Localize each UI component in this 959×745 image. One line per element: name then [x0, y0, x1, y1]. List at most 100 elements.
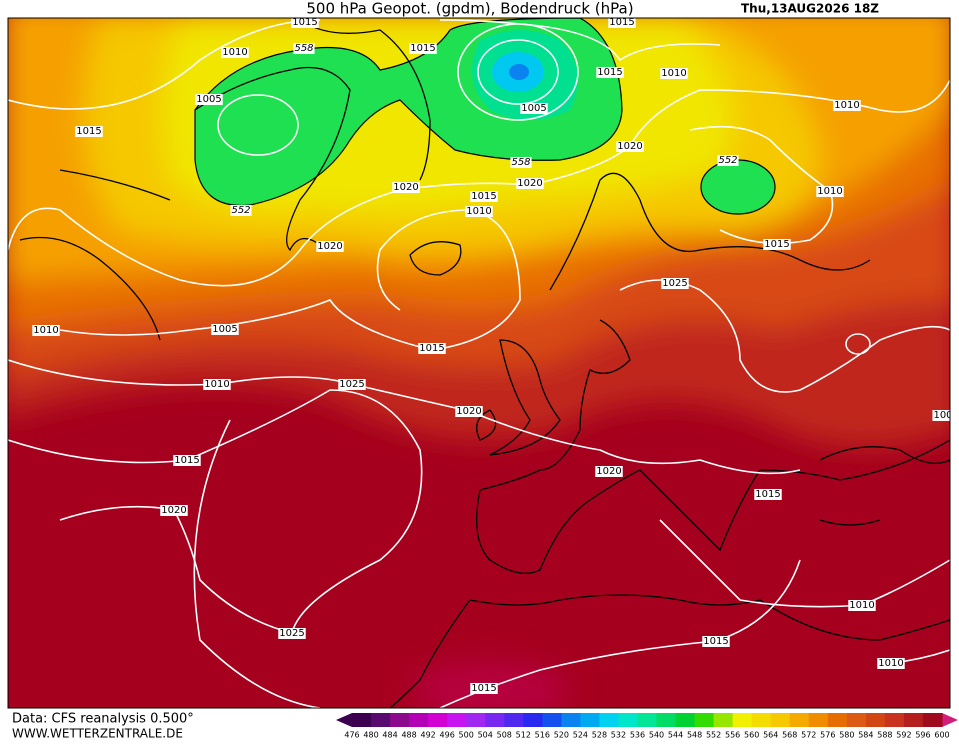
legend-tick-label: 520 [554, 731, 569, 740]
label-box [702, 636, 730, 647]
legend-tick-label: 480 [363, 731, 378, 740]
legend-tick-label: 484 [382, 731, 397, 740]
map-frame [7, 17, 951, 709]
isobar-label: 1010 [878, 658, 903, 669]
legend-swatch [428, 713, 448, 727]
label-box [816, 186, 844, 197]
legend-swatch [751, 713, 772, 727]
label-box [616, 141, 644, 152]
legend-tick-label: 544 [668, 731, 683, 740]
legend-tick-label: 524 [573, 731, 588, 740]
isobar-label: 1010 [849, 600, 874, 611]
legend-tick-label: 512 [516, 731, 531, 740]
legend-tick-label: 584 [858, 731, 873, 740]
label-box [211, 324, 239, 335]
isobar-label: 1020 [617, 141, 642, 152]
legend-tick-label: 568 [782, 731, 797, 740]
isobar-label: 1010 [466, 206, 491, 217]
contour-labels: 1015 558 1015 1015 1010 1005 1015 1005 1… [32, 17, 952, 694]
label-box [470, 683, 498, 694]
height-label: 558 [294, 43, 313, 54]
label-box [877, 658, 905, 669]
isobar-label: 1025 [339, 379, 364, 390]
label-box [173, 455, 201, 466]
isobar-label: 1015 [292, 17, 317, 28]
label-box [160, 505, 188, 516]
isobar-label: 1025 [279, 628, 304, 639]
isobar-label: 100 [933, 410, 952, 421]
label-box [465, 206, 493, 217]
color-legend: 476 480 484 488 492 496 500 504 508 512 516 520 524 5… [336, 713, 958, 740]
label-box [608, 18, 636, 28]
label-box [848, 600, 876, 611]
label-box [833, 100, 861, 111]
map-area: 1015 558 1015 1015 1010 1005 1015 1005 1… [8, 17, 952, 708]
legend-swatch [523, 713, 543, 727]
label-box [596, 67, 624, 78]
label-box [278, 628, 306, 639]
legend-tick-label: 528 [592, 731, 607, 740]
legend-swatch [694, 713, 715, 727]
legend-swatch [618, 713, 638, 727]
isobar-label: 1010 [222, 47, 247, 58]
legend-swatch [903, 713, 924, 727]
legend-tick-label: 548 [687, 731, 702, 740]
isobars [8, 19, 950, 708]
legend-tick-label: 600 [934, 731, 949, 740]
legend-swatch [599, 713, 619, 727]
legend-swatch [675, 713, 696, 727]
isobar-label: 1005 [212, 324, 237, 335]
legend-low-arrow [336, 713, 352, 727]
isobar-label: 1020 [161, 505, 186, 516]
isobar-label: 1015 [609, 17, 634, 28]
label-box [338, 379, 366, 390]
legend-swatch [789, 713, 810, 727]
label-box [763, 239, 791, 250]
legend-swatch [713, 713, 734, 727]
legend-swatch [732, 713, 753, 727]
legend-swatch [865, 713, 886, 727]
label-box [660, 68, 688, 79]
legend-tick-label: 540 [649, 731, 664, 740]
isobar-label: 1015 [471, 683, 496, 694]
label-box [455, 406, 483, 417]
coastlines [19, 19, 950, 708]
height-label: 552 [718, 155, 737, 166]
label-box [291, 18, 319, 28]
legend-tick-label: 500 [459, 731, 474, 740]
isobar-label: 1005 [521, 103, 546, 114]
isobar-label: 1015 [410, 43, 435, 54]
legend-swatch [447, 713, 467, 727]
legend-tick-label: 576 [820, 731, 835, 740]
isobar-label: 1020 [456, 406, 481, 417]
legend-swatch [770, 713, 791, 727]
isobar-label: 1015 [471, 191, 496, 202]
isobar-label: 1015 [597, 67, 622, 78]
isobar-label: 1015 [755, 489, 780, 500]
label-box [932, 410, 950, 421]
legend-tick-label: 552 [706, 731, 721, 740]
label-box [470, 191, 498, 202]
legend-swatch [637, 713, 658, 727]
legend-tick-label: 488 [401, 731, 416, 740]
legend-tick-label: 516 [535, 731, 550, 740]
label-box [195, 94, 223, 105]
legend-swatch [827, 713, 848, 727]
legend-tick-label: 592 [896, 731, 911, 740]
label-box [392, 182, 420, 193]
label-box [418, 343, 446, 354]
legend-swatch [542, 713, 562, 727]
isobar-label: 1020 [517, 178, 542, 189]
isobar-label: 1005 [196, 94, 221, 105]
map-title: 500 hPa Geopot. (gpdm), Bodendruck (hPa) [306, 0, 633, 18]
label-box [293, 43, 315, 54]
isobar-label: 1015 [764, 239, 789, 250]
legend-high-arrow [942, 713, 958, 727]
legend-swatch [466, 713, 486, 727]
legend-swatch [846, 713, 867, 727]
isobar-label: 1015 [174, 455, 199, 466]
isobar-label: 1010 [33, 325, 58, 336]
isobar-label: 1015 [76, 126, 101, 137]
label-box [316, 241, 344, 252]
